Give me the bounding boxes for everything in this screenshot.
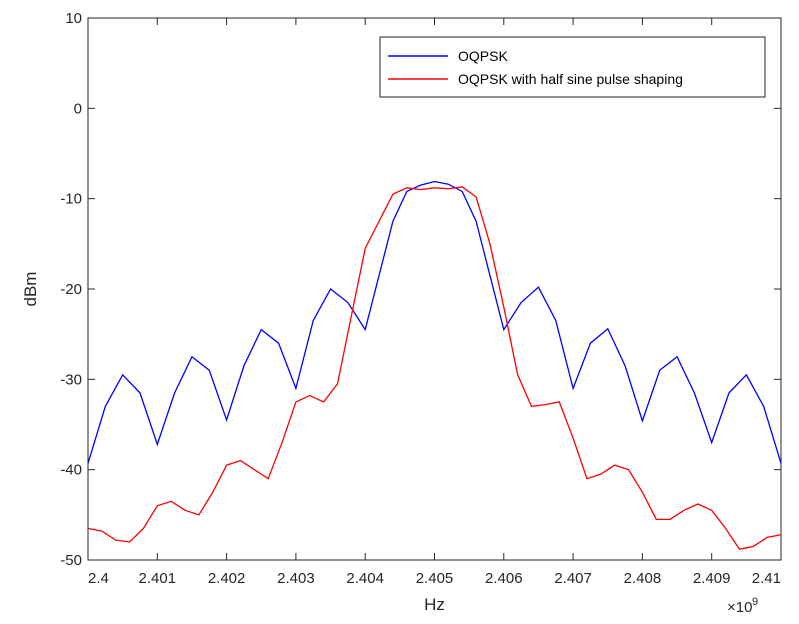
x-tick-label: 2.406 — [485, 570, 523, 587]
y-tick-label: 10 — [65, 10, 82, 27]
x-exponent-power: 9 — [752, 596, 758, 608]
x-tick-label: 2.4 — [88, 570, 109, 587]
x-tick-label: 2.407 — [554, 570, 592, 587]
x-tick-label: 2.402 — [208, 570, 246, 587]
y-axis-title: dBm — [21, 272, 40, 307]
y-tick-label: -10 — [60, 191, 82, 208]
x-axis-title: Hz — [424, 595, 445, 614]
x-tick-label: 2.41 — [752, 570, 781, 587]
y-tick-label: -50 — [60, 552, 82, 569]
series-line-oqpsk-half-sine — [87, 186, 782, 550]
series-line-oqpsk — [87, 180, 782, 464]
y-tick-label: 0 — [74, 100, 82, 117]
x-axis-tick-labels: 2.4 2.401 2.402 2.403 2.404 2.405 2.406 … — [88, 570, 781, 587]
x-tick-label: 2.404 — [346, 570, 384, 587]
x-tick-label: 2.403 — [277, 570, 315, 587]
legend: OQPSK OQPSK with half sine pulse shaping — [379, 36, 766, 98]
y-tick-label: -40 — [60, 462, 82, 479]
x-exponent-base: ×10 — [727, 599, 752, 616]
legend-label-oqpsk-half-sine: OQPSK with half sine pulse shaping — [458, 71, 683, 87]
legend-box — [379, 36, 766, 98]
legend-label-oqpsk: OQPSK — [458, 48, 508, 64]
plot-area — [87, 17, 782, 561]
y-tick-label: -20 — [60, 281, 82, 298]
series-lines — [87, 180, 782, 550]
y-axis-tick-labels: 10 0 -10 -20 -30 -40 -50 — [60, 10, 82, 569]
x-axis-exponent: ×10 9 — [727, 596, 758, 616]
x-tick-label: 2.405 — [416, 570, 454, 587]
x-tick-label: 2.401 — [139, 570, 177, 587]
y-axis-ticks — [88, 17, 781, 561]
x-axis-ticks — [87, 18, 782, 560]
x-tick-label: 2.408 — [624, 570, 662, 587]
y-tick-label: -30 — [60, 371, 82, 388]
x-tick-label: 2.409 — [693, 570, 731, 587]
